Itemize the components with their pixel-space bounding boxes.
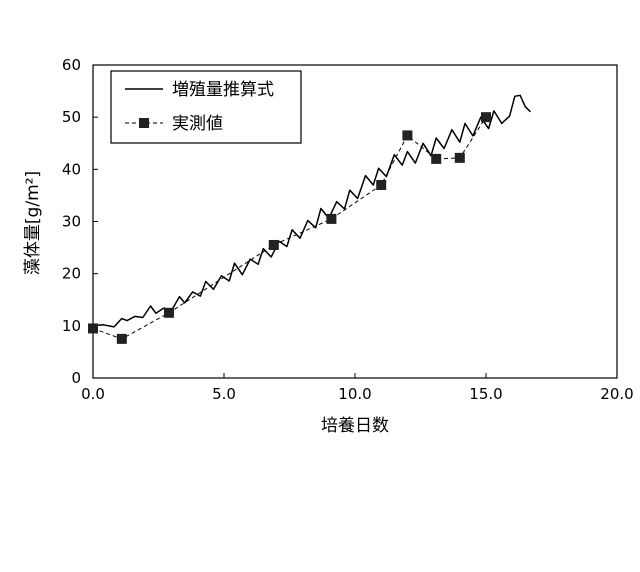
x-tick-label: 20.0 <box>600 385 633 403</box>
measured-point-marker <box>269 240 279 250</box>
y-tick-label: 0 <box>71 369 81 387</box>
x-tick-label: 10.0 <box>338 385 371 403</box>
measured-point-marker <box>88 323 98 333</box>
measured-point-marker <box>402 130 412 140</box>
x-tick-label: 15.0 <box>469 385 502 403</box>
y-tick-label: 50 <box>62 108 81 126</box>
legend-square-marker <box>139 118 149 128</box>
x-tick-label: 5.0 <box>212 385 236 403</box>
y-tick-label: 30 <box>62 213 81 231</box>
measured-point-marker <box>326 214 336 224</box>
x-axis-title: 培養日数 <box>321 416 389 436</box>
y-tick-label: 10 <box>62 317 81 335</box>
y-tick-label: 20 <box>62 265 81 283</box>
measured-point-marker <box>481 112 491 122</box>
y-tick-label: 40 <box>62 160 81 178</box>
measured-point-marker <box>455 153 465 163</box>
legend: 増殖量推算式 実測値 <box>111 71 301 143</box>
legend-label-measured: 実測値 <box>172 114 223 134</box>
measured-point-marker <box>431 154 441 164</box>
measured-point-marker <box>117 334 127 344</box>
measured-point-marker <box>376 180 386 190</box>
legend-label-estimate: 増殖量推算式 <box>172 80 274 100</box>
y-tick-label: 60 <box>62 56 81 74</box>
y-axis-title: 藻体量[g/m²] <box>23 171 43 275</box>
x-tick-label: 0.0 <box>81 385 105 403</box>
measured-point-marker <box>164 308 174 318</box>
